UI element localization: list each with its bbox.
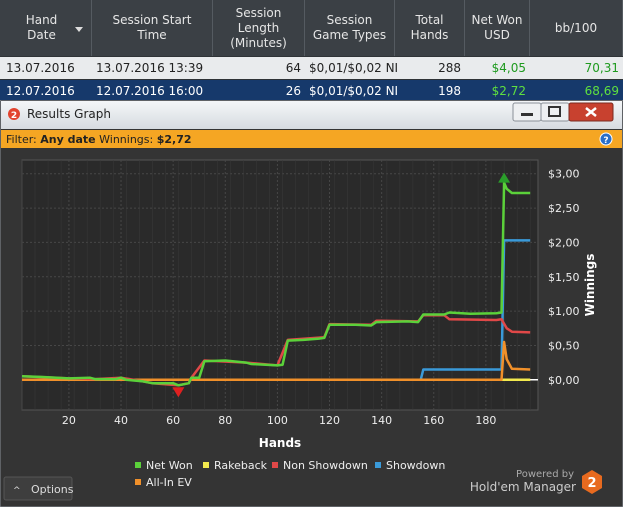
legend-swatch (135, 479, 141, 485)
series-line (22, 340, 531, 382)
sort-arrow (75, 27, 83, 32)
filter-text: Filter: Any date Winnings: $2,72 (6, 133, 192, 146)
legend-swatch (375, 462, 381, 468)
legend-label: Rakeback (214, 459, 268, 472)
legend-label: Non Showdown (283, 459, 368, 472)
filter-bar (1, 130, 622, 148)
column-header[interactable]: Net Won USD (465, 0, 530, 56)
table-cell: 64 (285, 61, 301, 75)
min-marker (172, 387, 185, 398)
table-cell: $4,05 (491, 61, 526, 75)
winnings-value: $2,72 (157, 133, 192, 146)
table-cell: 288 (438, 61, 461, 75)
app-icon-glyph: 2 (11, 111, 17, 121)
series-line (21, 181, 531, 387)
x-tick-label: 20 (62, 414, 76, 427)
y-tick-label: $3,00 (548, 168, 580, 181)
y-tick-label: $1,50 (548, 271, 580, 284)
legend-label: Net Won (146, 459, 193, 472)
plot-area (21, 159, 539, 411)
table-cell: $0,01/$0,02 NI (309, 61, 399, 75)
filter-value: Any date (40, 133, 95, 146)
column-header[interactable]: bb/100 (530, 0, 623, 56)
table-row[interactable]: 12.07.2016 12.07.2016 16:00 26 $0,01/$0,02 … (0, 80, 623, 102)
brand-logo-glyph: 2 (587, 476, 596, 491)
max-marker (498, 172, 511, 183)
results-graph-window: 2 Results Graph Filter: Any date Winning… (0, 100, 623, 507)
y-tick-label: $2,00 (548, 236, 580, 249)
x-tick-label: 160 (423, 414, 444, 427)
x-tick-label: 140 (371, 414, 392, 427)
x-tick-label: 100 (267, 414, 288, 427)
powered-by: Powered by (516, 469, 574, 480)
y-axis-label: Winnings (583, 254, 597, 317)
legend-swatch (203, 462, 209, 468)
table-cell: 70,31 (584, 61, 619, 75)
table-cell: 68,69 (584, 84, 619, 98)
table-row[interactable]: 13.07.2016 13.07.2016 13:39 64 $0,01/$0,02 … (0, 57, 623, 79)
x-tick-label: 120 (319, 414, 340, 427)
minimize-glyph (521, 113, 533, 116)
filter-label: Filter: (6, 133, 37, 146)
x-tick-label: 60 (166, 414, 180, 427)
table-cell: 12.07.2016 16:00 (96, 84, 204, 98)
x-tick-label: 40 (114, 414, 128, 427)
table-cell: 26 (285, 84, 301, 98)
column-header[interactable]: Hand Date (0, 0, 92, 56)
column-header[interactable]: Total Hands (395, 0, 465, 56)
column-header[interactable]: Session Game Types (305, 0, 395, 56)
table-cell: $2,72 (491, 84, 526, 98)
x-tick-label: 180 (475, 414, 496, 427)
brand-name: Hold'em Manager (470, 480, 576, 494)
legend-swatch (272, 462, 278, 468)
y-tick-label: $1,00 (548, 305, 580, 318)
maximize-button[interactable] (540, 102, 570, 122)
y-tick-label: $0,50 (548, 339, 580, 352)
table-cell: 13.07.2016 (6, 61, 75, 75)
app-icon (8, 108, 20, 120)
brand-logo (582, 470, 602, 494)
options-label: Options (31, 483, 74, 496)
table-cell: 12.07.2016 (6, 84, 75, 98)
legend-label: Showdown (386, 459, 445, 472)
options-button[interactable] (3, 476, 73, 501)
close-glyph (585, 107, 597, 117)
table-cell: $0,01/$0,02 NI (309, 84, 399, 98)
table-cell: 198 (438, 84, 461, 98)
window-title: Results Graph (27, 107, 111, 121)
table-cell: 13.07.2016 13:39 (96, 61, 204, 75)
x-tick-label: 80 (218, 414, 232, 427)
help-glyph: ? (603, 136, 608, 146)
column-header[interactable]: Session Length (Minutes) (213, 0, 305, 56)
y-tick-label: $2,50 (548, 202, 580, 215)
legend-label: All-In EV (146, 476, 192, 489)
table-header: Hand Date Session Start Time Session Lengt… (0, 0, 623, 56)
winnings-label: Winnings: (99, 133, 153, 146)
options-caret: ^ (13, 486, 21, 496)
help-button[interactable] (599, 132, 613, 146)
column-header[interactable]: Session Start Time (92, 0, 213, 56)
x-axis-label: Hands (259, 436, 301, 450)
y-tick-label: $0,00 (548, 374, 580, 387)
maximize-glyph (548, 106, 561, 117)
legend-swatch (135, 462, 141, 468)
minimize-button[interactable] (512, 102, 542, 122)
